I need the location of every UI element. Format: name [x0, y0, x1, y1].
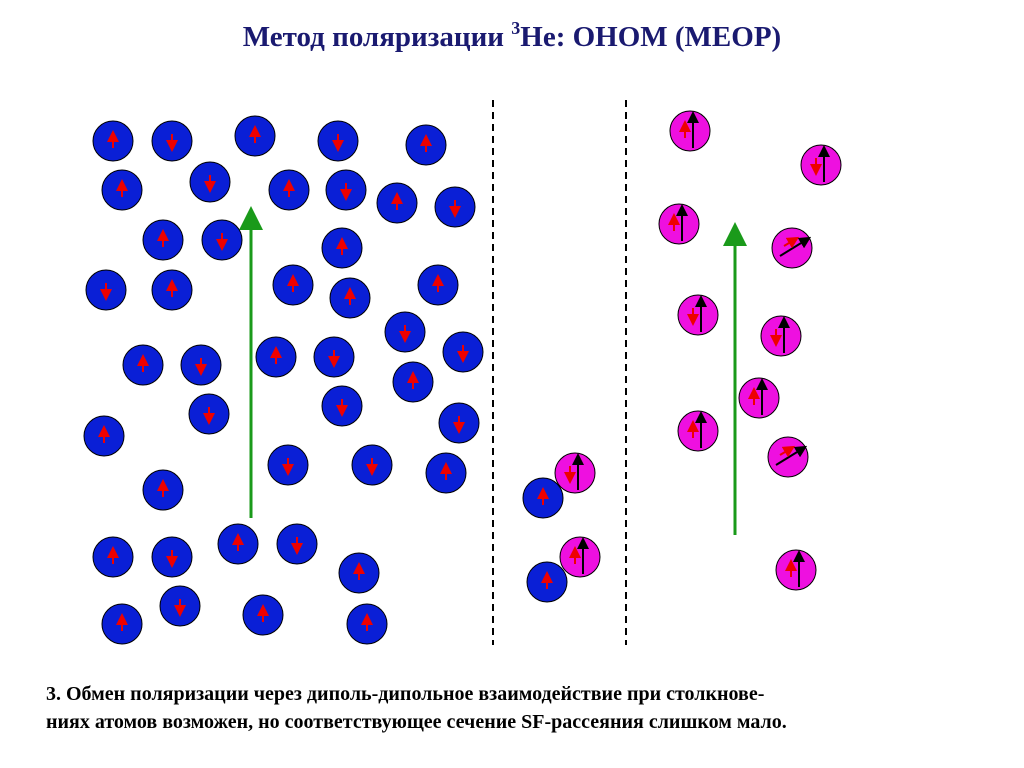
atom — [677, 294, 719, 336]
atom — [760, 315, 802, 357]
caption-line: 3. Обмен поляризации через диполь-диполь… — [46, 683, 765, 705]
title: Метод поляризации 3He: ОНОМ (MEOP) — [0, 18, 1024, 54]
title-text: Метод поляризации — [242, 21, 512, 53]
atom — [677, 410, 719, 452]
title-sup: 3 — [511, 18, 521, 38]
atom — [669, 110, 711, 152]
title-text: He: ОНОМ (MEOP) — [520, 21, 782, 53]
atom — [554, 452, 596, 494]
caption: 3. Обмен поляризации через диполь-диполь… — [46, 680, 787, 736]
atom — [800, 144, 842, 186]
diagram — [83, 100, 842, 645]
caption-line: ниях атомов возможен, но соответствующее… — [46, 711, 787, 733]
atom — [658, 203, 700, 245]
spin — [783, 236, 800, 249]
atom — [559, 536, 601, 578]
atom — [775, 549, 817, 591]
spin — [779, 445, 796, 458]
atoms — [83, 110, 842, 645]
atom — [738, 377, 780, 419]
